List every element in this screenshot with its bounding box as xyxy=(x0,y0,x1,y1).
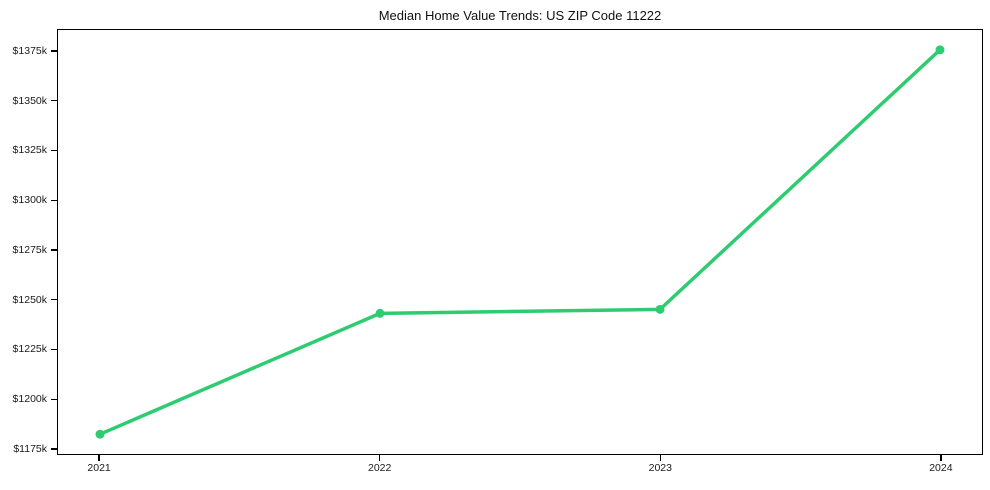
y-tick-mark xyxy=(51,398,57,400)
x-tick-mark xyxy=(659,455,661,461)
y-tick-label: $1275k xyxy=(12,243,47,256)
data-point-2021 xyxy=(95,429,105,439)
y-tick-label: $1200k xyxy=(12,393,47,406)
data-point-2023 xyxy=(655,304,665,314)
y-tick-label: $1350k xyxy=(12,94,47,107)
y-tick-mark xyxy=(51,249,57,251)
data-point-2022 xyxy=(375,308,385,318)
x-tick-label: 2023 xyxy=(648,462,672,474)
y-tick-mark xyxy=(51,348,57,351)
y-tick-label: $1325k xyxy=(12,144,47,157)
data-point-2024 xyxy=(935,45,945,55)
y-tick-mark xyxy=(51,50,57,52)
y-tick-label: $1375k xyxy=(12,44,47,57)
y-tick-mark xyxy=(51,100,57,102)
x-tick-mark xyxy=(98,455,100,461)
x-tick-label: 2021 xyxy=(87,462,111,474)
y-tick-label: $1175k xyxy=(13,443,47,456)
y-tick-mark xyxy=(51,149,57,152)
x-tick-label: 2022 xyxy=(368,462,392,474)
plot-area xyxy=(57,29,983,455)
x-tick-mark xyxy=(379,455,381,461)
y-tick-mark xyxy=(51,199,57,201)
chart-title: Median Home Value Trends: US ZIP Code 11… xyxy=(378,8,662,23)
y-tick-mark xyxy=(51,448,57,450)
x-tick-label: 2024 xyxy=(929,462,953,474)
y-tick-label: $1300k xyxy=(12,194,47,207)
y-tick-mark xyxy=(51,299,57,301)
line-series xyxy=(98,48,942,436)
x-tick-mark xyxy=(940,455,942,461)
line-series-canvas xyxy=(95,45,945,439)
y-tick-label: $1250k xyxy=(12,293,47,306)
y-tick-label: $1225k xyxy=(12,343,47,356)
